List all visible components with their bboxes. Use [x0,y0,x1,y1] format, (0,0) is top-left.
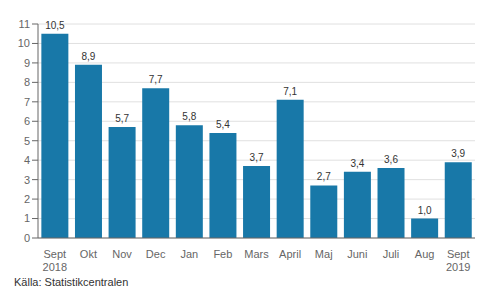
svg-text:3,9: 3,9 [451,148,465,159]
svg-text:Nov: Nov [112,248,132,260]
svg-text:5,4: 5,4 [216,119,230,130]
svg-text:Feb: Feb [213,248,232,260]
svg-text:3,4: 3,4 [350,158,364,169]
svg-text:11: 11 [19,18,30,30]
svg-text:Aug: Aug [415,248,435,260]
svg-text:10,5: 10,5 [45,20,65,31]
svg-text:7: 7 [24,96,30,108]
svg-text:0: 0 [24,232,30,244]
svg-text:Juli: Juli [383,248,400,260]
svg-text:7,7: 7,7 [149,74,163,85]
svg-text:1: 1 [24,212,30,224]
svg-text:3,7: 3,7 [250,152,264,163]
svg-text:8,9: 8,9 [82,51,96,62]
svg-text:1,0: 1,0 [418,205,432,216]
svg-text:2: 2 [24,193,30,205]
svg-text:Maj: Maj [315,248,333,260]
html-text:Källa: Statistikcentralen: Källa: Statistikcentralen [14,276,129,288]
svg-text:Juni: Juni [347,248,367,260]
svg-text:Okt: Okt [80,248,97,260]
svg-text:3: 3 [24,174,30,186]
svg-text:Jan: Jan [180,248,198,260]
svg-text:Sept2018: Sept2018 [43,248,67,273]
svg-text:5,7: 5,7 [115,113,129,124]
svg-text:9: 9 [24,57,30,69]
svg-text:7,1: 7,1 [283,86,297,97]
svg-text:April: April [279,248,301,260]
svg-text:Sept2019: Sept2019 [446,248,470,273]
svg-text:5,8: 5,8 [182,111,196,122]
svg-text:6: 6 [24,115,30,127]
svg-text:10: 10 [18,37,30,49]
svg-text:2,7: 2,7 [317,171,331,182]
svg-text:8: 8 [24,76,30,88]
svg-text:Dec: Dec [146,248,166,260]
svg-text:4: 4 [24,154,30,166]
svg-text:5: 5 [24,135,30,147]
svg-text:3,6: 3,6 [384,154,398,165]
svg-text:Mars: Mars [244,248,269,260]
